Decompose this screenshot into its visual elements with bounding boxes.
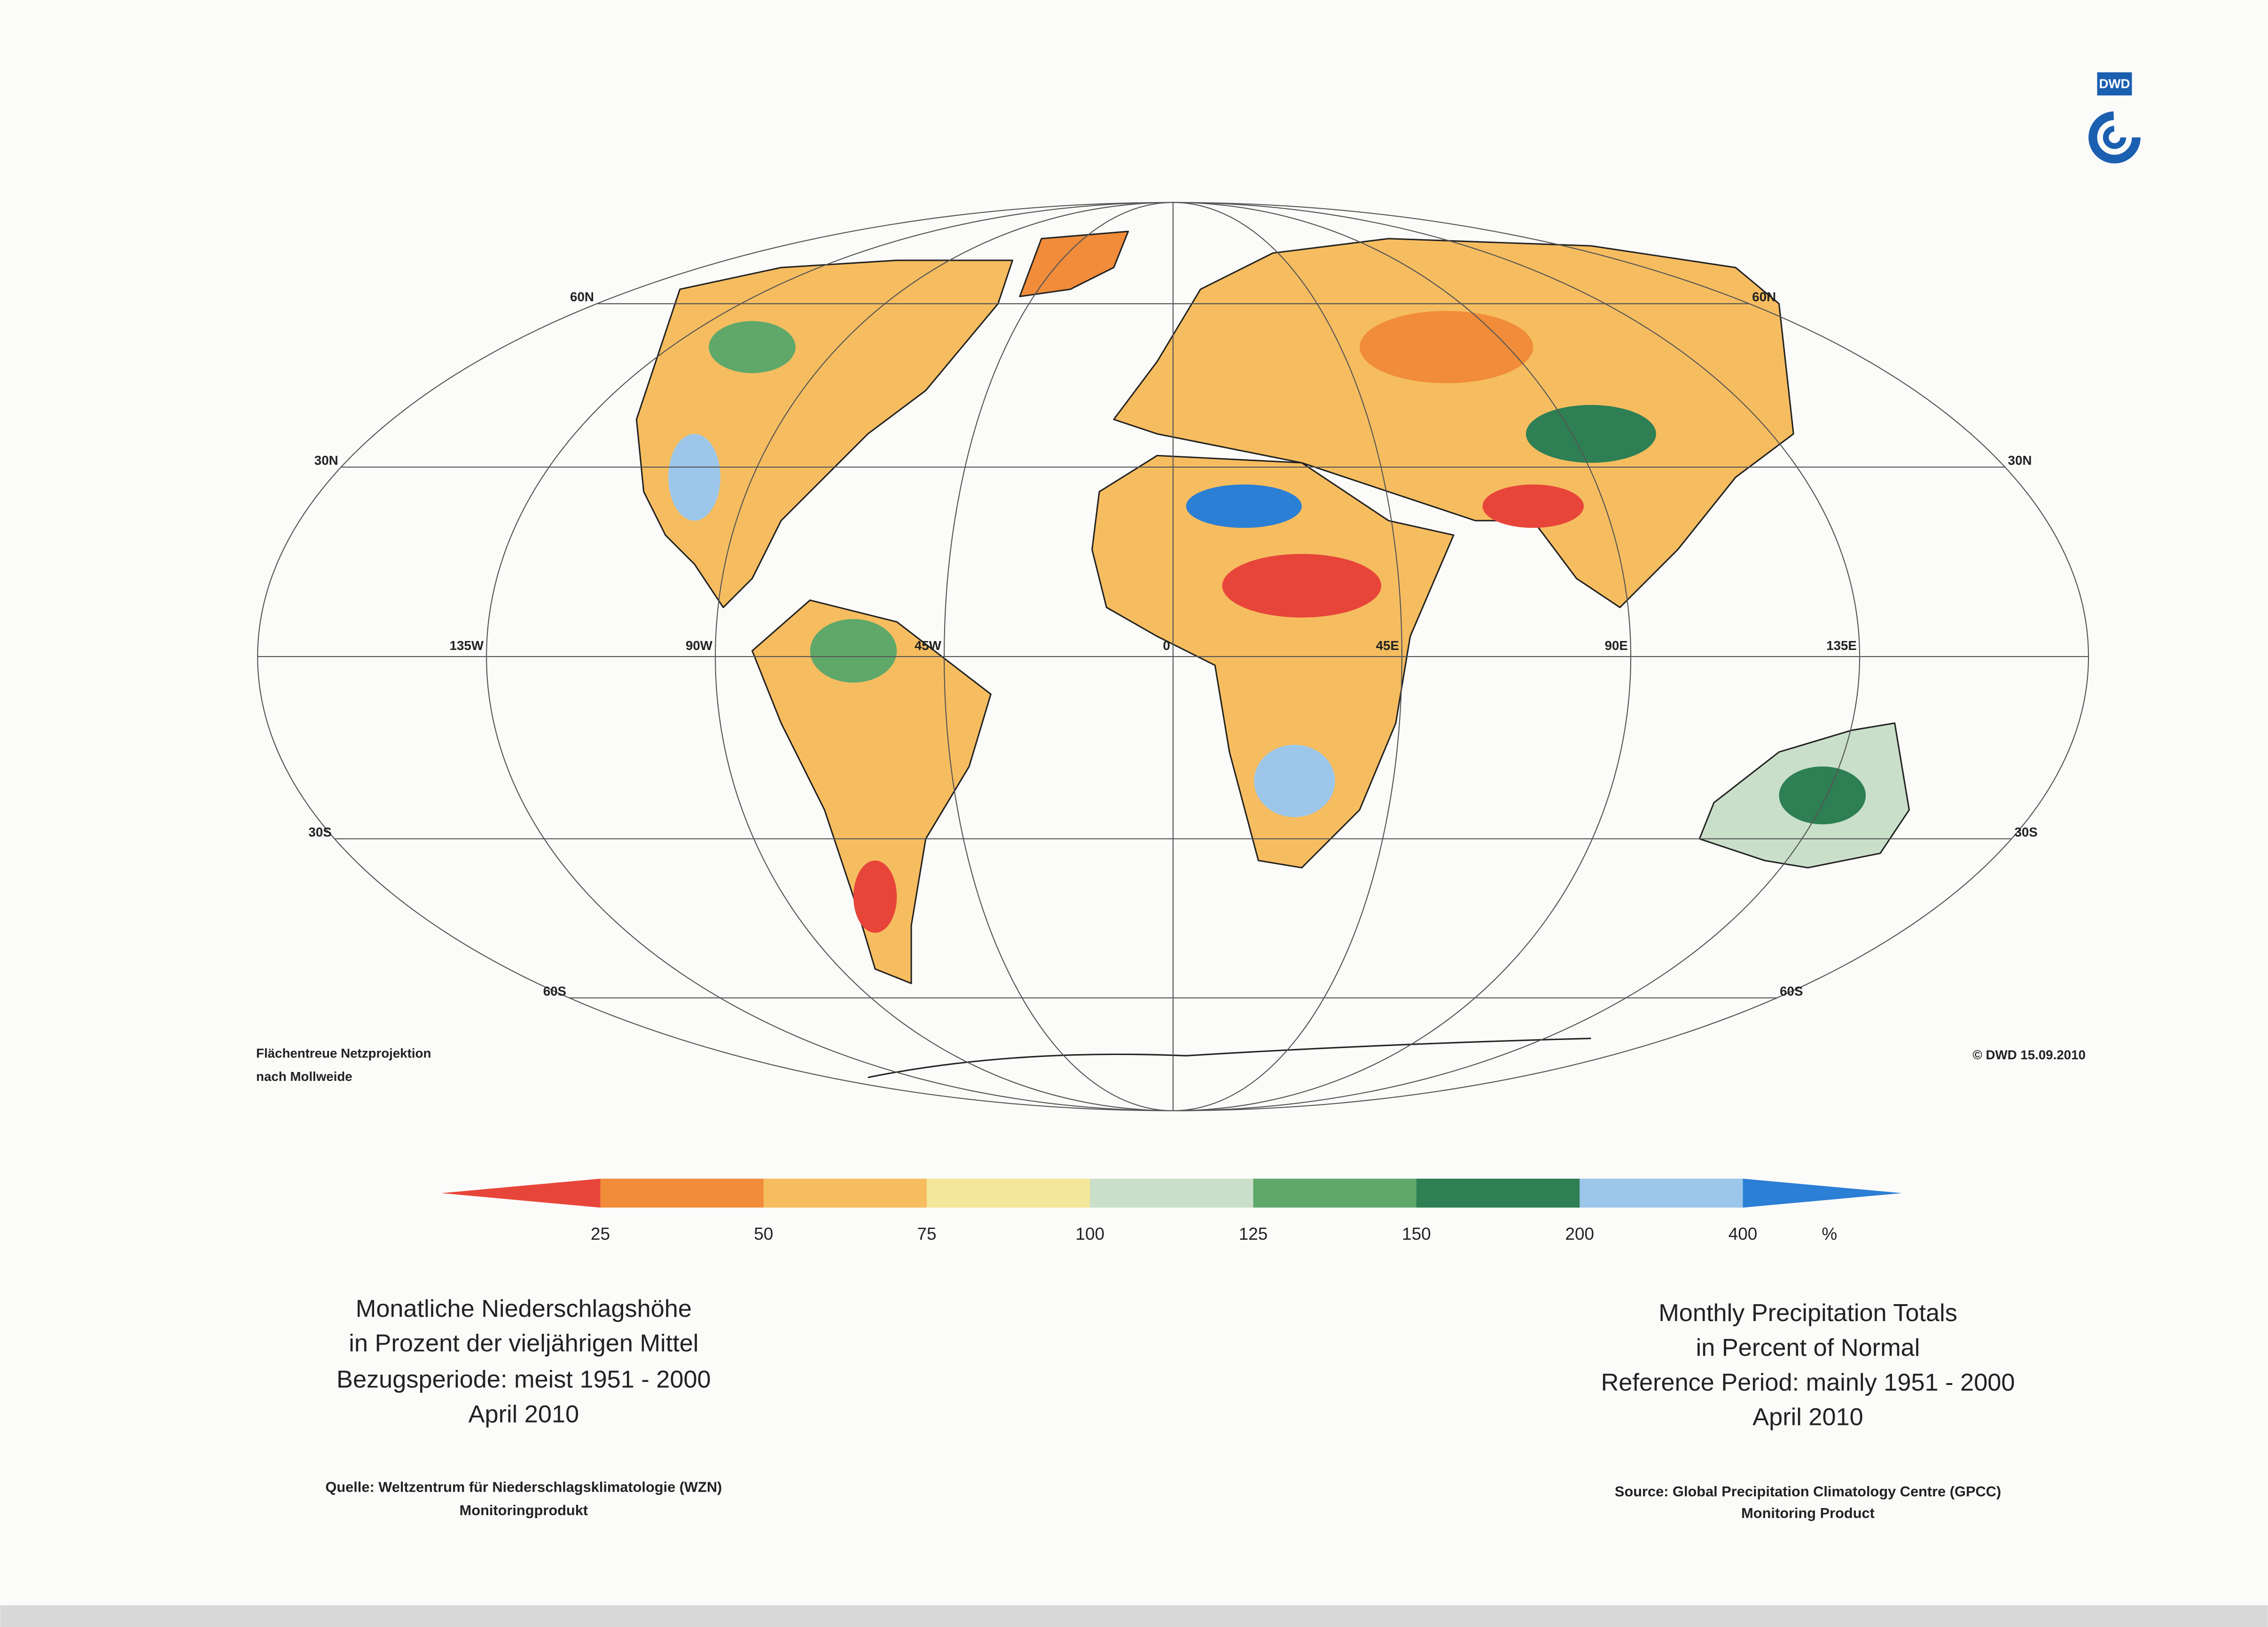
legend-swatch bbox=[927, 1179, 1091, 1208]
meridian-label: 45E bbox=[1376, 638, 1399, 653]
projection-note: Flächentreue Netzprojektion bbox=[256, 1046, 431, 1061]
anomaly bbox=[1779, 766, 1866, 825]
logo-swirl bbox=[2088, 111, 2141, 164]
legend-tick-label: 200 bbox=[1565, 1224, 1594, 1244]
legend-tick-label: 100 bbox=[1076, 1224, 1105, 1244]
legend-swatch bbox=[1090, 1179, 1254, 1208]
title-line: Monthly Precipitation Totals bbox=[1658, 1299, 1957, 1327]
north-america bbox=[635, 259, 1014, 609]
legend-unit: % bbox=[1822, 1224, 1837, 1244]
meridian-label: 135E bbox=[1826, 638, 1857, 653]
greenland bbox=[1019, 230, 1129, 297]
antarctica bbox=[868, 1037, 1591, 1079]
source-line: Monitoring Product bbox=[1741, 1505, 1875, 1521]
anomaly bbox=[1525, 405, 1656, 463]
english-caption: Monthly Precipitation Totals in Percent … bbox=[1601, 1299, 2015, 1521]
logo-text: DWD bbox=[2099, 76, 2130, 91]
parallel-label: 60S bbox=[1780, 984, 1803, 998]
copyright: © DWD 15.09.2010 bbox=[1972, 1048, 2085, 1062]
meridian-label: 90E bbox=[1605, 638, 1628, 653]
legend-tick-label: 50 bbox=[754, 1224, 773, 1244]
source-line: Source: Global Precipitation Climatology… bbox=[1615, 1483, 2001, 1500]
color-legend: 25 50 75 100 125 150 200 400% bbox=[441, 1179, 1902, 1244]
meridian-label: 90W bbox=[686, 638, 713, 653]
source-line: Monitoringprodukt bbox=[460, 1502, 588, 1518]
anomaly bbox=[668, 434, 720, 521]
meridian bbox=[944, 202, 1173, 1111]
legend-arrow bbox=[441, 1179, 601, 1208]
meridian-label: 0 bbox=[1163, 638, 1170, 653]
german-caption: Monatliche Niederschlagshöhe in Prozent … bbox=[325, 1295, 722, 1518]
parallel-label: 60S bbox=[543, 984, 566, 998]
legend-arrow bbox=[1743, 1179, 1902, 1208]
legend-tick-label: 150 bbox=[1402, 1224, 1431, 1244]
title-line: Monatliche Niederschlagshöhe bbox=[356, 1295, 692, 1322]
legend-tick-label: 125 bbox=[1239, 1224, 1268, 1244]
anomaly bbox=[1482, 484, 1584, 528]
title-line: Reference Period: mainly 1951 - 2000 bbox=[1601, 1369, 2015, 1396]
meridian bbox=[1173, 202, 1403, 1111]
title-line: in Prozent der vieljährigen Mittel bbox=[349, 1330, 698, 1357]
legend-swatch bbox=[600, 1179, 765, 1208]
projection-note: nach Mollweide bbox=[256, 1069, 352, 1084]
title-line: April 2010 bbox=[1752, 1404, 1863, 1431]
south-america bbox=[751, 599, 992, 985]
dwd-logo: DWD bbox=[2088, 72, 2141, 164]
anomaly bbox=[709, 321, 796, 373]
legend-swatch bbox=[763, 1179, 928, 1208]
meridian bbox=[715, 202, 1173, 1111]
scan-edge bbox=[0, 1605, 2268, 1627]
meridian bbox=[486, 202, 1173, 1111]
anomaly bbox=[810, 619, 897, 683]
title-line: April 2010 bbox=[469, 1401, 579, 1428]
parallel-label: 30S bbox=[2014, 825, 2037, 839]
anomaly bbox=[853, 860, 897, 933]
legend-tick-label: 75 bbox=[917, 1224, 937, 1244]
legend-tick-label: 400 bbox=[1728, 1224, 1758, 1244]
continents bbox=[635, 230, 1910, 1079]
anomaly bbox=[1222, 554, 1382, 618]
parallel-label: 60N bbox=[1752, 289, 1776, 304]
parallel-label: 30N bbox=[2008, 453, 2032, 468]
meridian-label: 45W bbox=[915, 638, 942, 653]
anomaly bbox=[1186, 484, 1302, 528]
parallel-label: 60N bbox=[570, 289, 594, 304]
meridian bbox=[1173, 202, 1632, 1111]
graticule: 60N 60N 30N 30N 30S 30S 60S 60S 135W 90W 45W 0 45E 90… bbox=[257, 202, 2089, 1111]
meridian-label: 135W bbox=[450, 638, 484, 653]
legend-swatch bbox=[1580, 1179, 1744, 1208]
title-line: Bezugsperiode: meist 1951 - 2000 bbox=[336, 1366, 711, 1393]
parallel-label: 30S bbox=[308, 825, 331, 839]
meridian bbox=[1173, 202, 1861, 1111]
title-line: in Percent of Normal bbox=[1696, 1334, 1920, 1361]
anomaly bbox=[1360, 311, 1533, 383]
legend-swatch bbox=[1253, 1179, 1417, 1208]
anomaly bbox=[1254, 744, 1335, 817]
source-line: Quelle: Weltzentrum für Niederschlagskli… bbox=[325, 1479, 722, 1495]
logo-box bbox=[2097, 72, 2132, 96]
legend-swatch bbox=[1416, 1179, 1580, 1208]
parallel-label: 30N bbox=[314, 453, 338, 468]
legend-tick-label: 25 bbox=[591, 1224, 610, 1244]
logo-swirl-inner bbox=[2103, 125, 2127, 149]
